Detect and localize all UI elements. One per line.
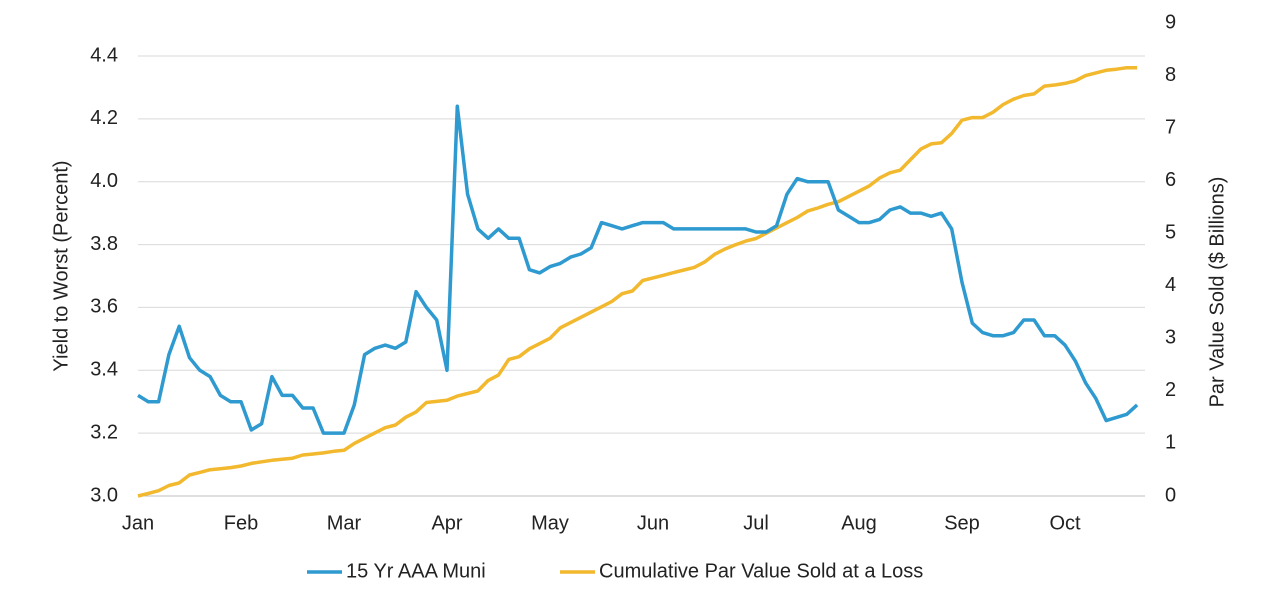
y2-tick-label: 6 bbox=[1165, 169, 1176, 191]
y2-tick-label: 4 bbox=[1165, 274, 1176, 296]
y-tick-label: 3.8 bbox=[90, 233, 118, 255]
x-tick-label: Jun bbox=[637, 512, 669, 534]
series-line bbox=[137, 104, 1139, 435]
x-tick-label: Sep bbox=[944, 512, 980, 534]
y2-axis-title: Par Value Sold ($ Billions) bbox=[1206, 177, 1228, 408]
y-tick-label: 4.2 bbox=[90, 107, 118, 129]
y2-tick-label: 1 bbox=[1165, 432, 1176, 454]
y2-tick-label: 9 bbox=[1165, 11, 1176, 33]
y-tick-label: 4.4 bbox=[90, 44, 118, 66]
y-axis-title: Yield to Worst (Percent) bbox=[50, 160, 72, 371]
x-tick-label: Feb bbox=[224, 512, 258, 534]
x-tick-label: Oct bbox=[1049, 512, 1081, 534]
y-tick-label: 4.0 bbox=[90, 170, 118, 192]
y-tick-label: 3.2 bbox=[90, 421, 118, 443]
y2-tick-label: 0 bbox=[1165, 484, 1176, 506]
legend-label: Cumulative Par Value Sold at a Loss bbox=[599, 560, 923, 582]
x-tick-label: Jan bbox=[122, 512, 154, 534]
y-tick-label: 3.4 bbox=[90, 359, 118, 381]
y-tick-label: 3.0 bbox=[90, 484, 118, 506]
y2-tick-label: 5 bbox=[1165, 222, 1176, 244]
y2-tick-label: 8 bbox=[1165, 64, 1176, 86]
x-tick-label: Mar bbox=[327, 512, 362, 534]
series-line bbox=[137, 65, 1138, 498]
y2-tick-label: 7 bbox=[1165, 116, 1176, 138]
x-tick-label: Aug bbox=[841, 512, 877, 534]
legend-label: 15 Yr AAA Muni bbox=[346, 560, 486, 582]
x-tick-label: Jul bbox=[743, 512, 769, 534]
y-tick-label: 3.6 bbox=[90, 296, 118, 318]
x-tick-label: Apr bbox=[431, 512, 462, 534]
x-tick-label: May bbox=[531, 512, 569, 534]
y2-tick-label: 3 bbox=[1165, 327, 1176, 349]
y2-tick-label: 2 bbox=[1165, 379, 1176, 401]
